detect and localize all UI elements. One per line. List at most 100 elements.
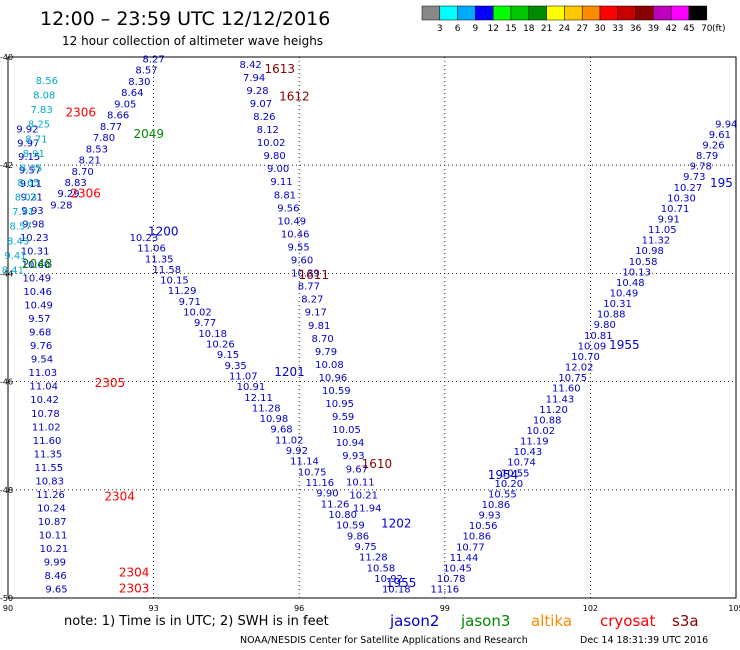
lat-tick-label: -48 — [0, 486, 13, 495]
swh-value: 8.91 — [23, 149, 45, 160]
swh-value: 11.02 — [32, 422, 61, 433]
colorbar-label: 6 — [455, 24, 461, 34]
swh-value: 10.74 — [507, 458, 536, 469]
swh-value: 11.94 — [353, 503, 382, 514]
colorbar-swatch — [492, 5, 512, 21]
swh-value: 9.00 — [267, 164, 289, 175]
swh-value: 9.11 — [270, 177, 292, 188]
swh-value: 9.15 — [18, 152, 40, 163]
colorbar-swatch — [670, 5, 690, 21]
lat-tick-label: -42 — [0, 161, 13, 170]
pass-time-label: 1202 — [381, 517, 412, 531]
swh-value: 10.56 — [469, 521, 498, 532]
swh-value: 9.07 — [250, 99, 272, 110]
lat-tick-label: -50 — [0, 594, 13, 603]
lon-tick-label: 105 — [728, 604, 740, 613]
colorbar-label: 39 — [648, 24, 660, 34]
swh-value: 8.83 — [64, 178, 86, 189]
swh-value: 8.41 — [2, 265, 24, 276]
colorbar-label: 12 — [487, 24, 498, 34]
swh-value: 10.02 — [257, 138, 286, 149]
swh-value: 9.75 — [355, 542, 377, 553]
colorbar-swatch — [581, 5, 601, 21]
swh-value: 9.86 — [347, 531, 369, 542]
swh-value: 10.30 — [667, 193, 696, 204]
swh-value: 8.46 — [45, 571, 67, 582]
swh-value: 12.11 — [244, 393, 273, 404]
swh-value: 9.55 — [287, 242, 309, 253]
colorbar-swatch — [528, 5, 547, 21]
swh-value: 9.57 — [19, 165, 41, 176]
pass-time-label: 1201 — [274, 365, 305, 379]
swh-value: 8.08 — [33, 91, 55, 102]
swh-value: 10.91 — [237, 382, 266, 393]
swh-value: 9.97 — [17, 138, 39, 149]
swh-value: 11.26 — [36, 490, 65, 501]
swh-value: 10.20 — [494, 479, 523, 490]
swh-value: 10.18 — [198, 329, 227, 340]
swh-value: 8.66 — [107, 111, 129, 122]
swh-value: 11.28 — [359, 553, 388, 564]
pass-time-label: 1612 — [279, 89, 310, 103]
satellite-jason3: jason3 — [460, 612, 510, 630]
colorbar-label: 9 — [473, 24, 479, 34]
pass-time-label: 2048 — [22, 257, 53, 271]
swh-value: 9.78 — [690, 162, 712, 173]
pass-time-label: 195 — [710, 176, 733, 190]
swh-value: 9.15 — [217, 350, 239, 361]
swh-value: 9.98 — [22, 219, 44, 230]
colorbar-swatch — [564, 5, 583, 21]
swh-value: 10.58 — [367, 563, 396, 574]
lon-tick-label: 102 — [583, 604, 598, 613]
pass-time-label: 1955 — [609, 338, 640, 352]
swh-value: 9.79 — [315, 347, 337, 358]
swh-value: 10.49 — [610, 289, 639, 300]
credit-text: NOAA/NESDIS Center for Satellite Applica… — [240, 635, 528, 646]
swh-value: 10.24 — [37, 503, 66, 514]
swh-value: 9.71 — [179, 297, 201, 308]
colorbar-swatch — [653, 5, 672, 21]
swh-value: 10.88 — [533, 415, 562, 426]
swh-value: 10.75 — [558, 373, 587, 384]
swh-value: 10.05 — [332, 425, 361, 436]
swh-value: 10.23 — [20, 233, 49, 244]
swh-value: 10.55 — [488, 489, 517, 500]
swh-value: 10.09 — [578, 341, 607, 352]
swh-value: 11.43 — [546, 394, 575, 405]
swh-value: 11.32 — [642, 236, 671, 247]
colorbar-label: 15 — [505, 24, 516, 34]
swh-value: 10.75 — [298, 467, 327, 478]
swh-value: 11.26 — [321, 499, 350, 510]
pass-time-label: 2303 — [119, 582, 150, 596]
swh-value: 10.11 — [346, 477, 375, 488]
swh-value: 9.93 — [21, 206, 43, 217]
swh-value: 12.02 — [565, 363, 594, 374]
pass-time-label: 1200 — [148, 225, 179, 239]
swh-value: 10.46 — [23, 287, 52, 298]
swh-value: 10.46 — [281, 229, 310, 240]
pass-time-label: 2304 — [119, 565, 150, 579]
swh-value: 10.49 — [277, 216, 306, 227]
swh-value: 8.21 — [79, 156, 101, 167]
swh-value: 10.83 — [35, 476, 64, 487]
swh-value: 11.03 — [29, 368, 58, 379]
swh-value: 9.77 — [194, 318, 216, 329]
swh-value: 10.08 — [315, 360, 344, 371]
swh-value: 8.57 — [135, 66, 157, 77]
lon-tick-label: 96 — [294, 604, 304, 613]
colorbar-swatch — [617, 5, 636, 21]
colorbar-swatch — [475, 5, 494, 21]
swh-value: 9.65 — [45, 585, 67, 596]
swh-value: 9.57 — [28, 314, 50, 325]
swh-value: 10.77 — [456, 542, 485, 553]
swh-value: 9.61 — [709, 130, 731, 141]
swh-value: 8.26 — [253, 112, 275, 123]
swh-value: 9.80 — [594, 320, 616, 331]
swh-value: 10.92 — [374, 574, 403, 585]
swh-value: 8.27 — [142, 54, 164, 65]
units-note: note: 1) Time is in UTC; 2) SWH is in fe… — [64, 614, 329, 629]
swh-value: 7.83 — [30, 105, 52, 116]
pass-time-label: 1955 — [386, 576, 417, 590]
swh-value: 10.15 — [160, 276, 189, 287]
